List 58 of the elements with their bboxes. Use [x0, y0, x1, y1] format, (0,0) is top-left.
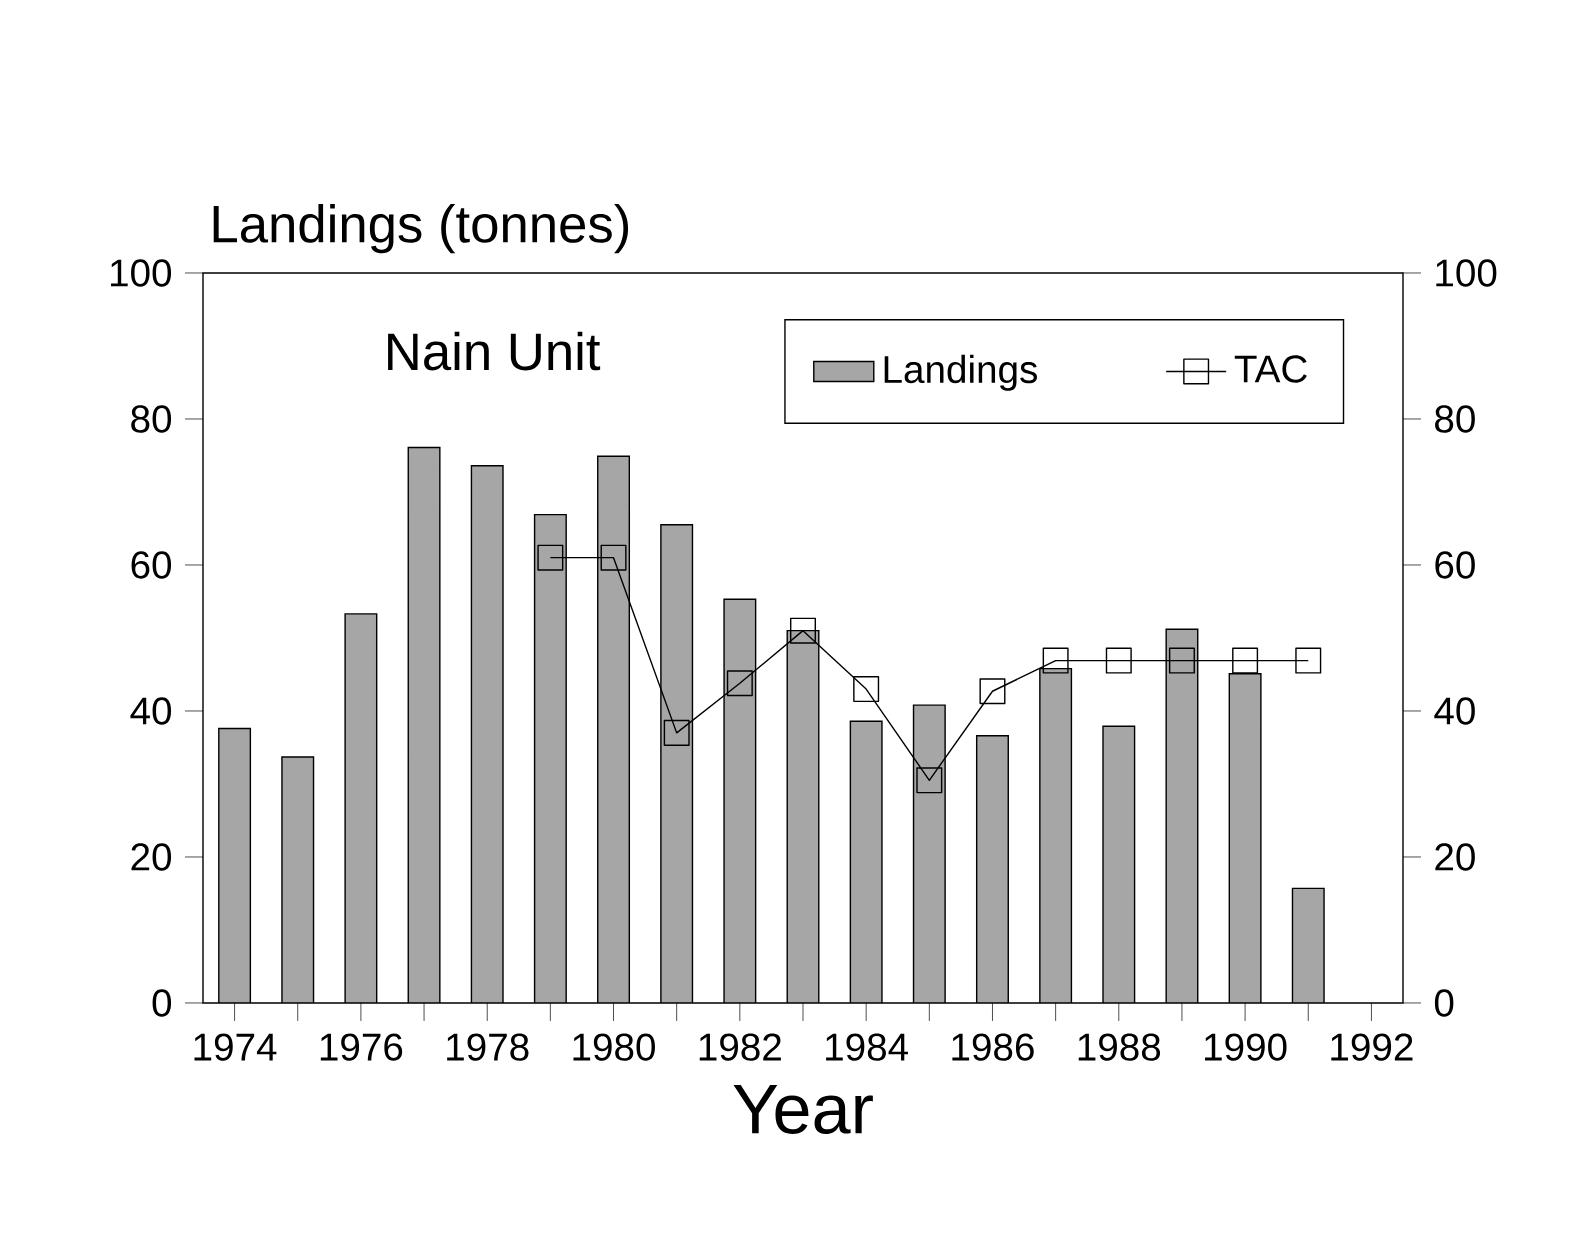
- x-tick-label: 1986: [952, 1033, 1034, 1061]
- bar: [218, 727, 252, 1003]
- y-tick-label: 0: [152, 989, 172, 1017]
- bar: [1228, 673, 1262, 1003]
- legend-label: TAC: [1234, 355, 1307, 383]
- point: [853, 676, 880, 703]
- x-tick-label: 1976: [320, 1033, 403, 1061]
- point: [1232, 647, 1259, 674]
- y2-tick-label: 60: [1435, 551, 1475, 579]
- x-tick-label: 1978: [447, 1033, 529, 1061]
- bar: [1039, 667, 1073, 1003]
- bar: [1102, 725, 1136, 1003]
- point: [1042, 647, 1069, 674]
- y-tick-label: 60: [131, 551, 172, 579]
- x-tick-label: 1990: [1205, 1033, 1287, 1061]
- point: [1105, 647, 1132, 674]
- y-axis-title: Landings (tonnes): [213, 204, 629, 254]
- x-axis-title: Year: [733, 1084, 873, 1134]
- point: [537, 544, 564, 571]
- legend-label: Landings: [884, 354, 1037, 391]
- bar: [786, 629, 820, 1003]
- y-tick-label: 40: [130, 697, 172, 725]
- y2-tick-label: 100: [1436, 259, 1497, 287]
- y2-tick-label: 40: [1434, 697, 1475, 725]
- y-tick-label: 80: [131, 405, 172, 433]
- bar: [849, 720, 883, 1003]
- point: [726, 670, 753, 697]
- y-tick-label: 100: [111, 259, 172, 287]
- bar: [975, 735, 1009, 1003]
- point: [600, 544, 627, 571]
- x-tick-label: 1992: [1331, 1033, 1413, 1061]
- bar: [1165, 628, 1199, 1003]
- bar: [912, 704, 946, 1003]
- bar: [597, 455, 631, 1003]
- bar: [407, 446, 441, 1003]
- point: [1295, 647, 1322, 674]
- bar: [344, 613, 378, 1003]
- bar: [470, 464, 504, 1003]
- y-tick-label: 20: [131, 843, 172, 871]
- x-tick-label: 1974: [194, 1033, 277, 1061]
- bar: [1291, 887, 1325, 1003]
- annotation: Nain Unit: [388, 331, 601, 371]
- y2-tick-label: 80: [1435, 405, 1475, 433]
- y2-tick-label: 20: [1435, 843, 1475, 871]
- point: [916, 767, 943, 794]
- x-tick-label: 1982: [699, 1033, 781, 1061]
- x-tick-label: 1988: [1078, 1033, 1161, 1061]
- bar: [723, 598, 757, 1003]
- y2-tick-label: 0: [1434, 989, 1454, 1017]
- bar: [281, 756, 315, 1003]
- x-tick-label: 1980: [573, 1033, 655, 1061]
- point: [789, 617, 817, 644]
- point: [979, 678, 1006, 705]
- point: [1168, 647, 1195, 674]
- bar: [660, 524, 694, 1003]
- bar: [533, 513, 567, 1003]
- x-tick-label: 1984: [826, 1033, 908, 1061]
- point: [663, 719, 690, 746]
